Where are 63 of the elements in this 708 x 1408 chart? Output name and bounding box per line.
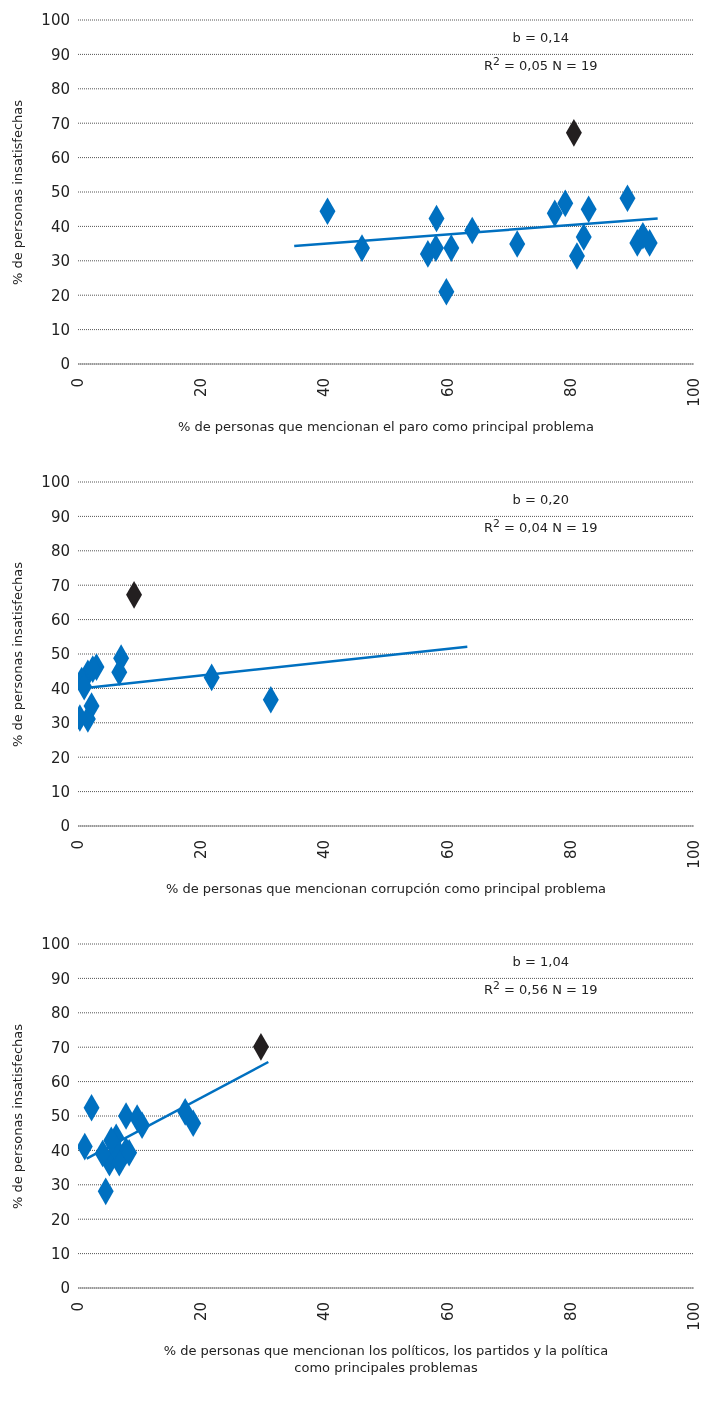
x-tick-label: 20 (192, 378, 211, 398)
x-tick-label: 100 (685, 378, 703, 407)
y-tick-label: 40 (50, 679, 70, 698)
x-tick-label: 80 (561, 378, 580, 398)
x-tick-label: 60 (438, 1302, 457, 1322)
x-tick-label: 80 (561, 1302, 580, 1322)
y-tick-label: 10 (50, 320, 70, 339)
y-tick-label: 80 (50, 542, 70, 561)
y-axis-title: % de personas insatisfechas (10, 561, 26, 747)
y-tick-label: 90 (50, 45, 70, 64)
x-tick-label: 60 (438, 378, 457, 398)
y-tick-label: 50 (50, 183, 70, 202)
x-tick-label: 60 (438, 840, 457, 860)
y-tick-label: 90 (50, 969, 70, 988)
y-tick-label: 50 (50, 1107, 70, 1126)
x-tick-label: 100 (685, 1302, 703, 1331)
annotation: b = 0,20 (511, 491, 570, 509)
annotation: R$^{2}$ = 0,04 N = 19 (483, 516, 599, 538)
y-tick-label: 80 (50, 80, 70, 99)
annotation: b = 1,04 (511, 953, 570, 971)
y-tick-label: 40 (50, 217, 70, 236)
annotation: b = 0,14 (511, 29, 570, 47)
y-axis-title: % de personas insatisfechas (10, 99, 26, 285)
x-tick-label: 40 (315, 1302, 334, 1322)
y-tick-label: 30 (50, 1176, 70, 1195)
y-tick-label: 100 (41, 935, 70, 954)
y-tick-label: 30 (50, 714, 70, 733)
y-tick-label: 70 (50, 114, 70, 133)
annotation: R$^{2}$ = 0,56 N = 19 (483, 978, 599, 1000)
x-tick-label: 40 (315, 378, 334, 398)
y-tick-label: 70 (50, 1038, 70, 1057)
y-tick-label: 0 (60, 355, 70, 374)
y-tick-label: 30 (50, 252, 70, 271)
y-tick-label: 10 (50, 1244, 70, 1263)
y-tick-label: 60 (50, 610, 70, 629)
y-tick-label: 100 (41, 11, 70, 30)
y-tick-label: 100 (41, 473, 70, 492)
x-axis-title: % de personas que mencionan el paro como principal problema (177, 418, 595, 435)
x-tick-label: 20 (192, 1302, 211, 1322)
x-tick-label: 0 (69, 378, 87, 388)
y-tick-label: 70 (50, 576, 70, 595)
y-tick-label: 60 (50, 1072, 70, 1091)
annotation: R$^{2}$ = 0,05 N = 19 (483, 54, 599, 76)
x-tick-label: 80 (561, 840, 580, 860)
y-tick-label: 60 (50, 148, 70, 167)
x-axis-title: % de personas que mencionan los políticos, los partidos y la política como principales problemas (162, 1342, 610, 1376)
x-tick-label: 20 (192, 840, 211, 860)
y-tick-label: 50 (50, 645, 70, 664)
x-tick-label: 40 (315, 840, 334, 860)
y-tick-label: 80 (50, 1004, 70, 1023)
x-tick-label: 0 (69, 1302, 87, 1312)
x-axis-title: % de personas que mencionan corrupción como principal problema (165, 880, 607, 897)
y-tick-label: 20 (50, 286, 70, 305)
y-tick-label: 20 (50, 1210, 70, 1229)
y-tick-label: 10 (50, 782, 70, 801)
y-tick-label: 40 (50, 1141, 70, 1160)
y-tick-label: 20 (50, 748, 70, 767)
y-tick-label: 90 (50, 507, 70, 526)
y-tick-label: 0 (60, 817, 70, 836)
x-tick-label: 0 (69, 840, 87, 850)
y-tick-label: 0 (60, 1279, 70, 1298)
y-axis-title: % de personas insatisfechas (10, 1023, 26, 1209)
x-tick-label: 100 (685, 840, 703, 869)
